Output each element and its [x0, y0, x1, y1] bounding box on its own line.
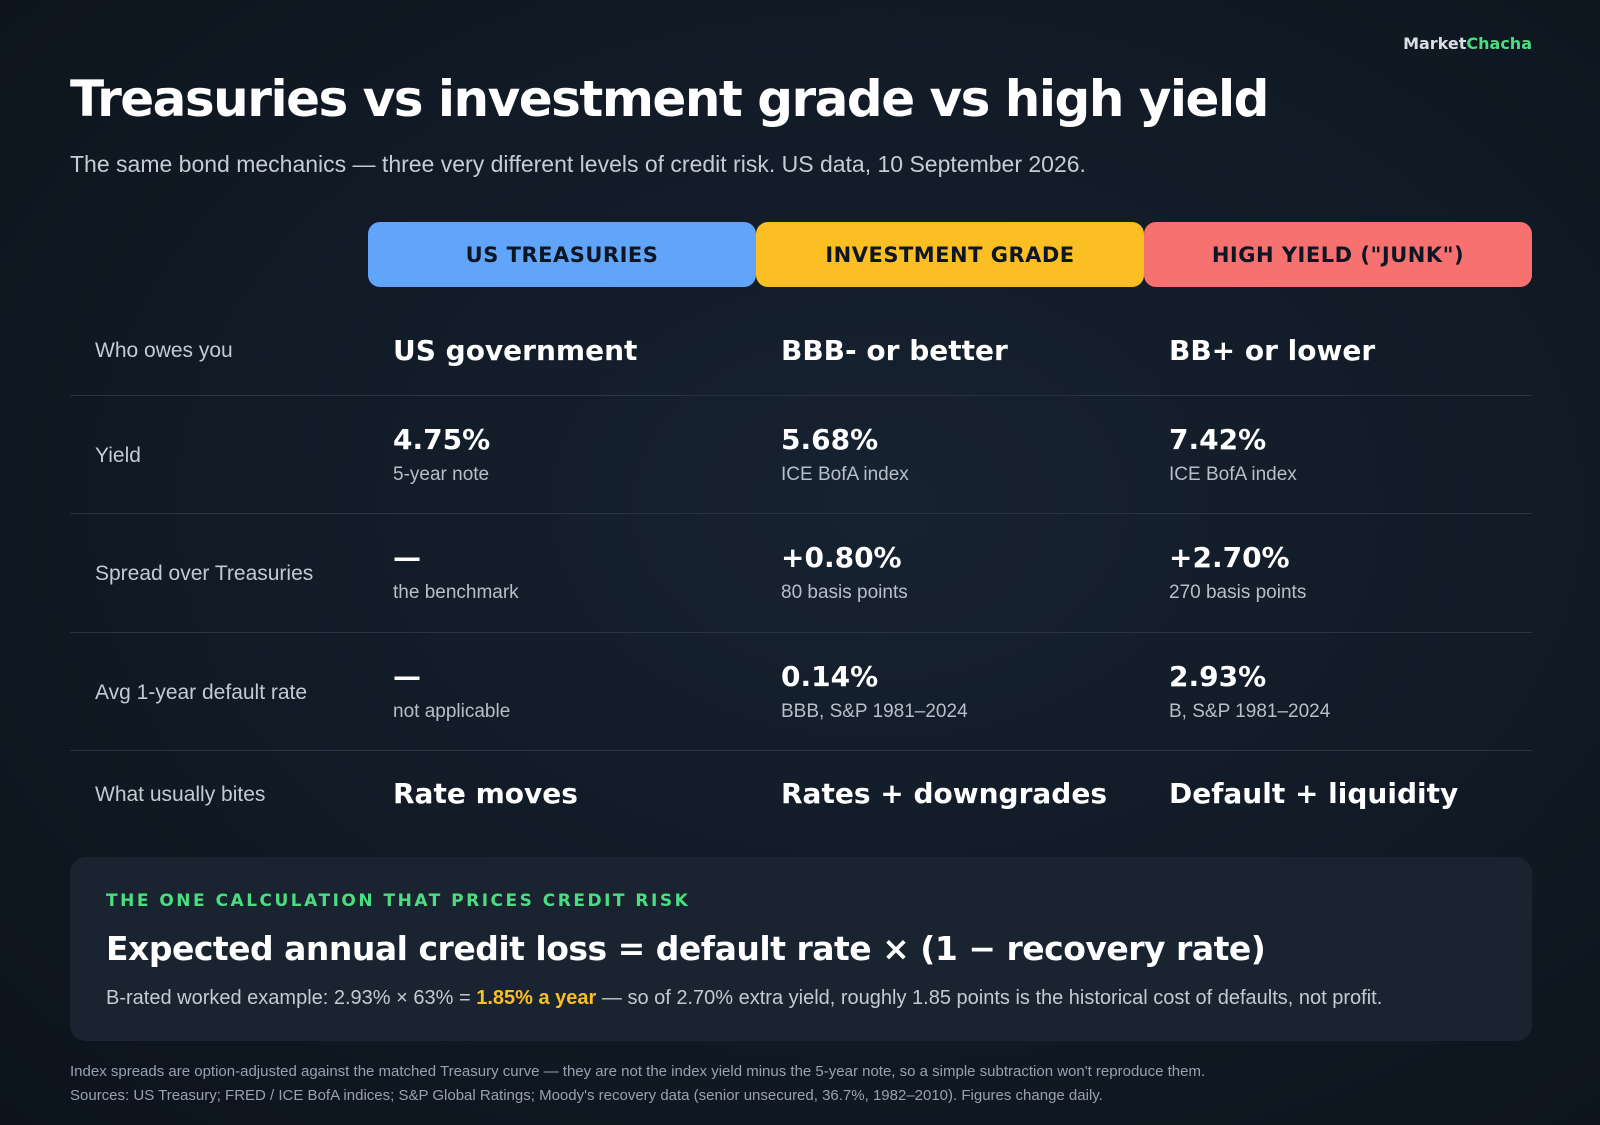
- cell-value: Rate moves: [393, 777, 578, 810]
- callout-eyebrow: THE ONE CALCULATION THAT PRICES CREDIT R…: [106, 891, 691, 911]
- column-header-high-yield: HIGH YIELD ("JUNK"): [1144, 222, 1532, 287]
- cell-treasuries: — the benchmark: [393, 541, 519, 604]
- cell-note: BBB, S&P 1981–2024: [781, 701, 968, 722]
- callout-formula: Expected annual credit loss = default ra…: [106, 929, 1266, 968]
- callout-example: B-rated worked example: 2.93% × 63% = 1.…: [106, 987, 1382, 1010]
- footnote-sources: Sources: US Treasury; FRED / ICE BofA in…: [70, 1087, 1103, 1104]
- cell-note: ICE BofA index: [781, 464, 909, 485]
- brand-logo: MarketChacha: [1403, 34, 1532, 53]
- cell-value: 7.42%: [1169, 423, 1267, 456]
- cell-treasuries: — not applicable: [393, 660, 510, 723]
- cell-high-yield: 7.42% ICE BofA index: [1169, 423, 1297, 486]
- callout-example-prefix: B-rated worked example: 2.93% × 63% =: [106, 987, 477, 1009]
- page-title: Treasuries vs investment grade vs high y…: [70, 70, 1269, 128]
- cell-investment-grade: 5.68% ICE BofA index: [781, 423, 909, 486]
- callout-example-suffix: — so of 2.70% extra yield, roughly 1.85 …: [596, 987, 1383, 1009]
- cell-treasuries: 4.75% 5-year note: [393, 423, 490, 486]
- row-label: Spread over Treasuries: [95, 562, 314, 585]
- cell-investment-grade: Rates + downgrades: [781, 777, 1107, 810]
- cell-note: B, S&P 1981–2024: [1169, 701, 1331, 722]
- cell-high-yield: BB+ or lower: [1169, 334, 1375, 367]
- cell-value: +2.70%: [1169, 541, 1290, 574]
- row-what-usually-bites: What usually bites Rate moves Rates + do…: [70, 751, 1532, 841]
- row-yield: Yield 4.75% 5-year note 5.68% ICE BofA i…: [70, 396, 1532, 514]
- cell-note: ICE BofA index: [1169, 464, 1297, 485]
- column-headers: US TREASURIES INVESTMENT GRADE HIGH YIEL…: [368, 222, 1532, 287]
- cell-treasuries: US government: [393, 334, 637, 367]
- cell-note: 80 basis points: [781, 582, 908, 603]
- brand-logo-part2: Chacha: [1466, 34, 1532, 53]
- cell-treasuries: Rate moves: [393, 777, 578, 810]
- cell-value: —: [393, 660, 421, 693]
- cell-note: 5-year note: [393, 464, 490, 485]
- column-header-treasuries: US TREASURIES: [368, 222, 756, 287]
- cell-investment-grade: +0.80% 80 basis points: [781, 541, 908, 604]
- cell-value: US government: [393, 334, 638, 367]
- row-label: What usually bites: [95, 783, 266, 806]
- page-subtitle: The same bond mechanics — three very dif…: [70, 151, 1086, 177]
- callout-example-highlight: 1.85% a year: [476, 987, 597, 1009]
- cell-value: BB+ or lower: [1169, 334, 1376, 367]
- cell-value: 0.14%: [781, 660, 879, 693]
- row-who-owes-you: Who owes you US government BBB- or bette…: [70, 297, 1532, 396]
- cell-investment-grade: 0.14% BBB, S&P 1981–2024: [781, 660, 968, 723]
- cell-note: not applicable: [393, 701, 511, 722]
- cell-high-yield: +2.70% 270 basis points: [1169, 541, 1306, 604]
- row-label: Avg 1-year default rate: [95, 681, 308, 704]
- row-label: Who owes you: [95, 339, 233, 362]
- cell-note: the benchmark: [393, 582, 519, 603]
- cell-value: Default + liquidity: [1169, 777, 1459, 810]
- footnote-spreads: Index spreads are option-adjusted agains…: [70, 1063, 1206, 1080]
- column-header-investment-grade: INVESTMENT GRADE: [756, 222, 1144, 287]
- cell-value: 4.75%: [393, 423, 491, 456]
- cell-value: 5.68%: [781, 423, 879, 456]
- cell-value: BBB- or better: [781, 334, 1008, 367]
- brand-logo-part1: Market: [1403, 34, 1467, 53]
- cell-value: 2.93%: [1169, 660, 1267, 693]
- cell-value: Rates + downgrades: [781, 777, 1107, 810]
- cell-investment-grade: BBB- or better: [781, 334, 1008, 367]
- cell-high-yield: 2.93% B, S&P 1981–2024: [1169, 660, 1330, 723]
- cell-value: +0.80%: [781, 541, 902, 574]
- credit-loss-callout: THE ONE CALCULATION THAT PRICES CREDIT R…: [70, 857, 1532, 1041]
- row-spread: Spread over Treasuries — the benchmark +…: [70, 514, 1532, 633]
- row-default-rate: Avg 1-year default rate — not applicable…: [70, 633, 1532, 751]
- cell-note: 270 basis points: [1169, 582, 1307, 603]
- row-label: Yield: [95, 444, 141, 467]
- cell-value: —: [393, 541, 421, 574]
- cell-high-yield: Default + liquidity: [1169, 777, 1458, 810]
